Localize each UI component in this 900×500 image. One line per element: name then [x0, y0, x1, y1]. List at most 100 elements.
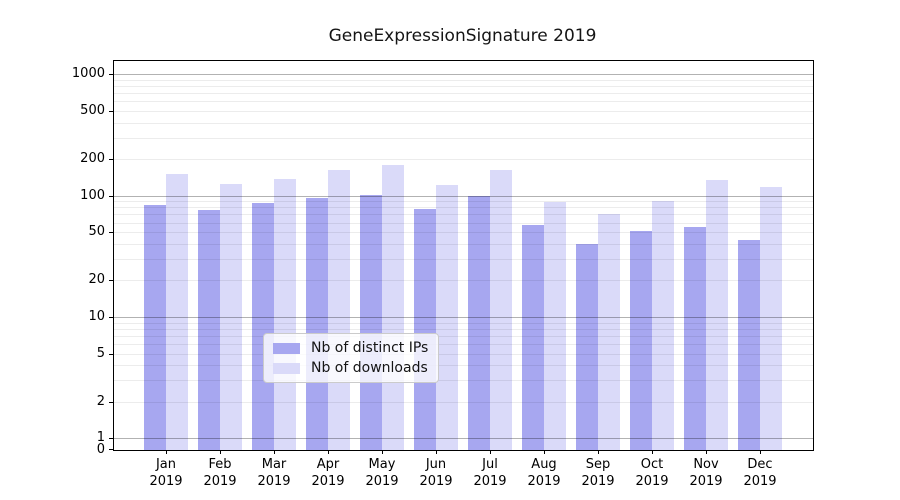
bar-ips-feb: [198, 210, 220, 450]
gridline-800: [114, 86, 813, 88]
gridline-90: [114, 201, 813, 203]
x-label-month: Nov: [693, 457, 719, 472]
x-label-year: 2019: [689, 474, 723, 489]
x-label-month: Dec: [747, 457, 773, 472]
gridline-10: [114, 317, 813, 318]
x-tick-label-nov: Nov 2019: [679, 456, 733, 490]
gridline-30: [114, 259, 813, 261]
x-tick-label-jul: Jul 2019: [463, 456, 517, 490]
x-label-month: Apr: [316, 457, 340, 472]
x-tick-oct: [652, 450, 653, 454]
bar-ips-nov: [684, 227, 706, 450]
y-tick-label-5: 5: [96, 345, 105, 361]
legend: Nb of distinct IPs Nb of downloads: [263, 333, 440, 383]
gridline-60: [114, 222, 813, 224]
x-tick-label-aug: Aug 2019: [517, 456, 571, 490]
gridline-2: [114, 401, 813, 403]
y-tick-label-1: 1: [96, 430, 105, 446]
y-tick-label-50: 50: [88, 224, 105, 240]
bar-ips-mar: [252, 202, 274, 450]
x-tick-jul: [490, 450, 491, 454]
gridline-100: [114, 195, 813, 197]
y-tick-200: [109, 159, 113, 161]
gridline-1: [114, 438, 813, 440]
bar-ips-jan: [144, 205, 166, 450]
gridline-8: [114, 328, 813, 330]
bar-ips-jul: [468, 195, 490, 450]
gridline-20: [114, 280, 813, 282]
x-label-year: 2019: [311, 474, 345, 489]
x-tick-mar: [274, 450, 275, 454]
x-label-month: May: [368, 457, 396, 472]
y-tick-20: [109, 280, 113, 282]
bar-downloads-jul: [490, 169, 512, 450]
x-label-year: 2019: [635, 474, 669, 489]
y-tick-label-200: 200: [80, 151, 105, 167]
x-label-year: 2019: [257, 474, 291, 489]
bar-ips-oct: [630, 231, 652, 450]
x-tick-aug: [544, 450, 545, 454]
gridline-70: [114, 214, 813, 216]
y-tick-100: [109, 195, 113, 197]
x-tick-label-jun: Jun 2019: [409, 456, 463, 490]
x-tick-nov: [706, 450, 707, 454]
x-label-year: 2019: [473, 474, 507, 489]
gridline-80: [114, 207, 813, 209]
x-label-month: Jul: [482, 457, 498, 472]
chart-title: GeneExpressionSignature 2019: [328, 26, 597, 46]
bar-downloads-feb: [220, 184, 242, 450]
legend-swatch-downloads: [273, 362, 300, 374]
gridline-300: [114, 137, 813, 139]
y-tick-label-2: 2: [96, 393, 105, 409]
gridline-4: [114, 365, 813, 367]
y-tick-label-20: 20: [88, 272, 105, 288]
y-tick-0: [109, 449, 113, 450]
y-tick-1000: [109, 74, 113, 76]
legend-entry-distinct-ips: Nb of distinct IPs: [273, 340, 428, 356]
x-label-month: Feb: [208, 457, 232, 472]
y-tick-10: [109, 317, 113, 318]
plot-area: 0 1 2 5 10 20 50 100 200 500 1000 Jan 2019 Feb 2019 Mar…: [72, 60, 814, 489]
gridline-3: [114, 380, 813, 382]
x-tick-dec: [760, 450, 761, 454]
x-label-month: Oct: [640, 457, 664, 472]
x-tick-label-oct: Oct 2019: [625, 456, 679, 490]
bar-downloads-nov: [706, 179, 728, 450]
gridline-9: [114, 322, 813, 324]
bar-downloads-aug: [544, 201, 566, 450]
gridline-900: [114, 79, 813, 81]
gridline-500: [114, 110, 813, 112]
bar-downloads-apr: [328, 169, 350, 450]
x-tick-label-feb: Feb 2019: [193, 456, 247, 490]
bar-downloads-sep: [598, 214, 620, 450]
legend-swatch-distinct-ips: [273, 342, 300, 354]
x-tick-apr: [328, 450, 329, 454]
legend-entry-downloads: Nb of downloads: [273, 360, 428, 376]
gridline-50: [114, 232, 813, 234]
y-tick-2: [109, 401, 113, 403]
gridline-40: [114, 243, 813, 245]
x-tick-label-may: May 2019: [355, 456, 409, 490]
x-label-month: Sep: [585, 457, 611, 472]
gridline-1000: [114, 74, 813, 76]
y-tick-label-100: 100: [80, 187, 105, 203]
x-label-year: 2019: [203, 474, 237, 489]
bar-downloads-jan: [166, 173, 188, 450]
x-label-year: 2019: [419, 474, 453, 489]
bar-ips-may: [360, 195, 382, 450]
gridline-7: [114, 335, 813, 337]
y-tick-label-1000: 1000: [71, 66, 105, 82]
bar-ips-jun: [414, 208, 436, 450]
bar-ips-dec: [738, 240, 760, 450]
bar-downloads-oct: [652, 201, 674, 450]
x-label-month: Jan: [155, 457, 177, 472]
gridline-6: [114, 343, 813, 345]
bar-ips-apr: [306, 197, 328, 450]
x-tick-label-mar: Mar 2019: [247, 456, 301, 490]
y-tick-label-500: 500: [80, 102, 105, 118]
x-label-month: Mar: [261, 457, 287, 472]
legend-label-distinct-ips: Nb of distinct IPs: [311, 340, 429, 356]
x-tick-label-dec: Dec 2019: [733, 456, 787, 490]
x-tick-feb: [220, 450, 221, 454]
